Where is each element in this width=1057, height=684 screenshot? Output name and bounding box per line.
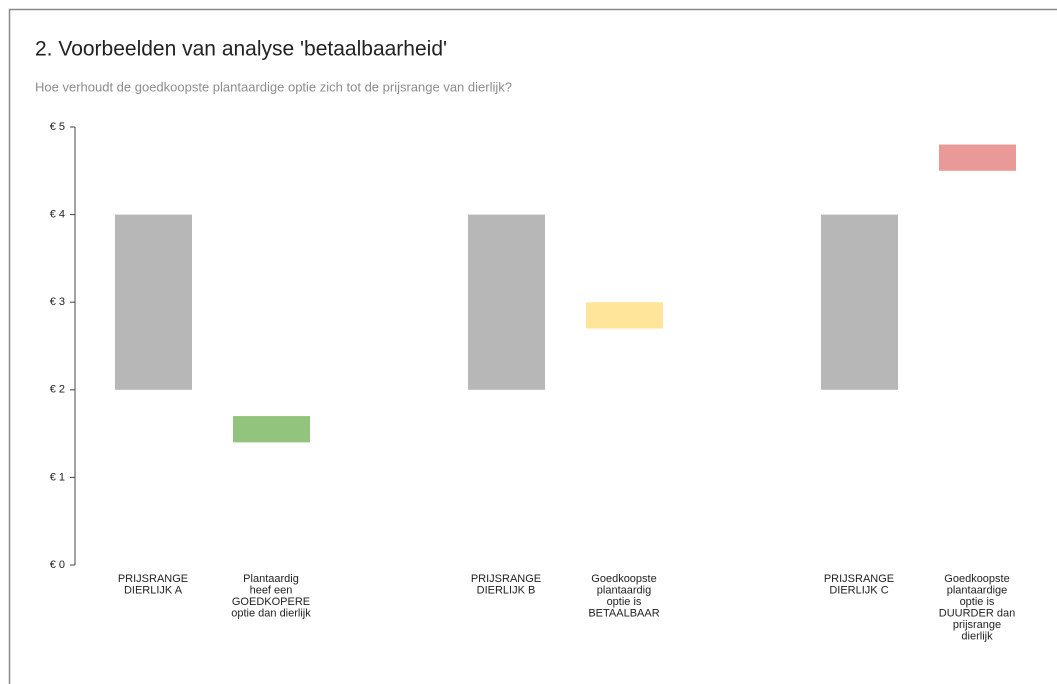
x-tick-label: DIERLIJK A (124, 584, 183, 596)
bar (233, 416, 310, 443)
x-tick-label: Goedkoopste (591, 573, 656, 585)
x-tick-label: PRIJSRANGE (824, 573, 894, 585)
y-tick-label: € 2 (50, 384, 65, 396)
x-tick-label: Plantaardig (243, 573, 299, 585)
bar (821, 214, 898, 390)
bar (939, 144, 1016, 171)
x-tick-label: optie dan dierlijk (231, 607, 311, 619)
y-tick-label: € 4 (50, 209, 65, 221)
x-tick-label: DIERLIJK C (829, 584, 888, 596)
x-tick-label: GOEDKOPERE (232, 596, 310, 608)
x-tick-label: DIERLIJK B (477, 584, 536, 596)
y-tick-label: € 5 (50, 121, 65, 133)
y-tick-label: € 1 (50, 471, 65, 483)
x-tick-label: PRIJSRANGE (471, 573, 541, 585)
chart-subtitle: Hoe verhoudt de goedkoopste plantaardige… (35, 79, 512, 94)
x-tick-label: optie is (960, 596, 995, 608)
x-tick-label: dierlijk (961, 630, 993, 642)
x-tick-label: plantaardig (597, 584, 651, 596)
y-tick-label: € 3 (50, 296, 65, 308)
x-tick-label: PRIJSRANGE (118, 573, 188, 585)
bar (115, 214, 192, 390)
bar (586, 302, 663, 329)
x-tick-label: BETAALBAAR (588, 607, 659, 619)
chart-title: 2. Voorbeelden van analyse 'betaalbaarhe… (35, 38, 447, 61)
x-tick-label: plantaardige (947, 584, 1008, 596)
bar (468, 214, 545, 390)
y-tick-label: € 0 (50, 559, 65, 571)
x-tick-label: Goedkoopste (944, 573, 1009, 585)
x-tick-label: heef een (250, 584, 293, 596)
x-tick-label: optie is (607, 596, 642, 608)
x-tick-label: prijsrange (953, 619, 1001, 631)
x-tick-label: DUURDER dan (939, 607, 1015, 619)
